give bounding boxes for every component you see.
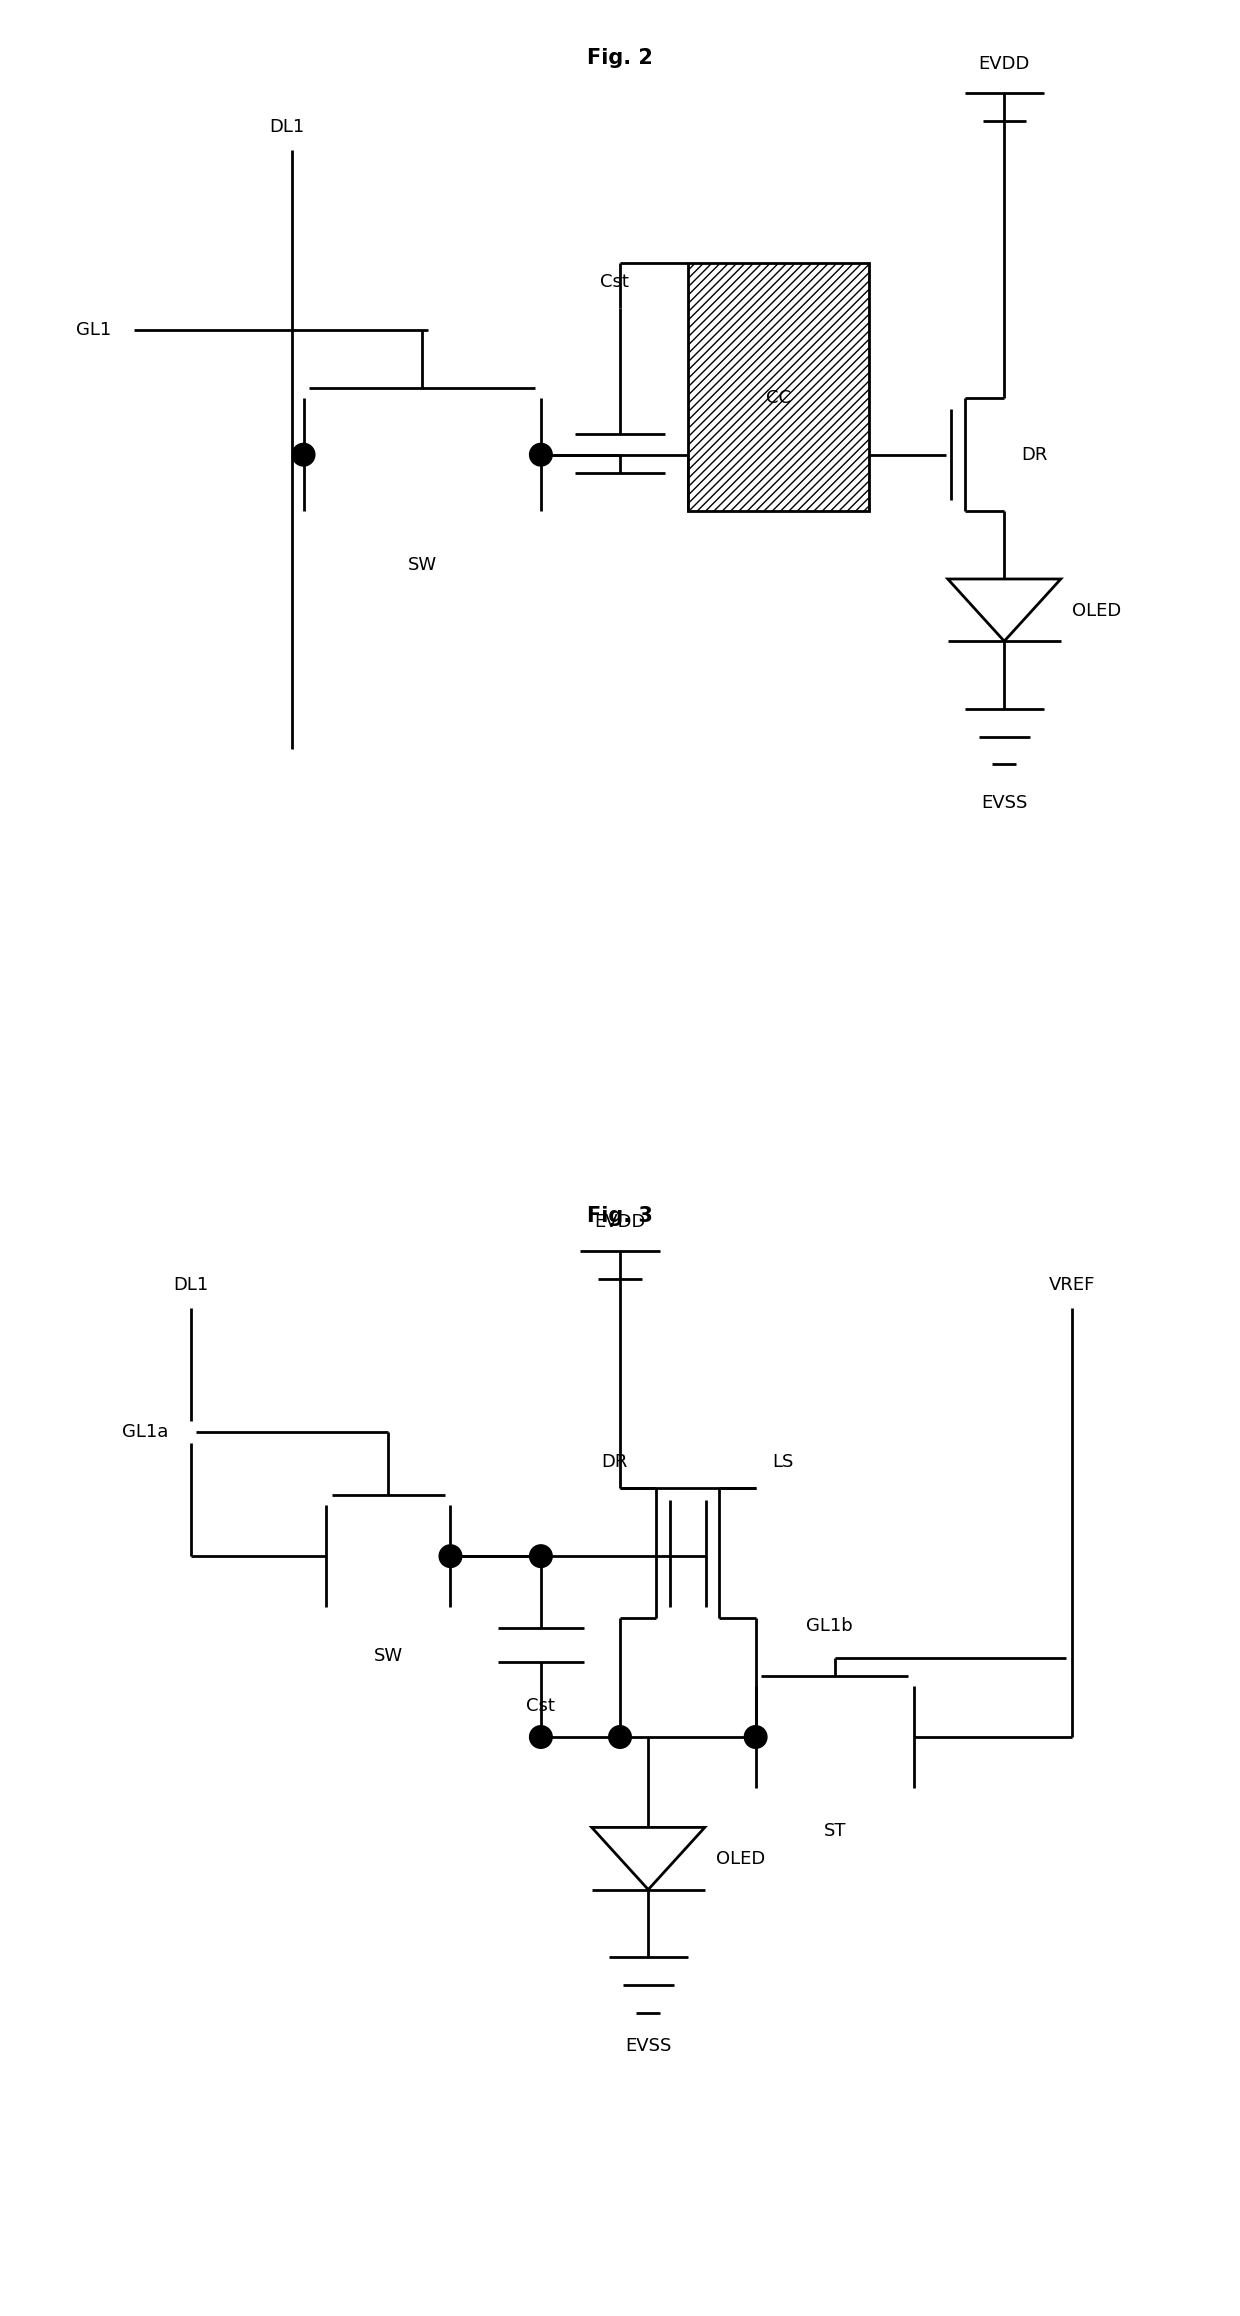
Text: ST: ST <box>823 1823 846 1839</box>
Bar <box>688 262 869 512</box>
Bar <box>688 262 869 512</box>
Circle shape <box>439 1545 461 1568</box>
Circle shape <box>529 1725 552 1749</box>
Circle shape <box>293 442 315 466</box>
Text: OLED: OLED <box>1073 602 1121 621</box>
Text: SW: SW <box>408 556 436 574</box>
Text: EVSS: EVSS <box>625 2036 671 2054</box>
Text: GL1a: GL1a <box>122 1422 167 1441</box>
Text: Cst: Cst <box>527 1698 556 1716</box>
Text: OLED: OLED <box>715 1850 765 1869</box>
Text: VREF: VREF <box>1049 1276 1095 1295</box>
Text: LS: LS <box>773 1454 794 1471</box>
Text: GL1b: GL1b <box>806 1617 852 1635</box>
Text: Cst: Cst <box>600 273 629 292</box>
Text: Fig. 3: Fig. 3 <box>587 1207 653 1225</box>
Text: CC: CC <box>766 389 791 408</box>
Text: DL1: DL1 <box>269 118 304 137</box>
Text: EVSS: EVSS <box>981 794 1028 811</box>
Circle shape <box>529 442 552 466</box>
Text: DR: DR <box>1022 445 1048 463</box>
Text: SW: SW <box>373 1647 403 1665</box>
Circle shape <box>744 1725 766 1749</box>
Circle shape <box>609 1725 631 1749</box>
Circle shape <box>529 1545 552 1568</box>
Text: DR: DR <box>601 1454 627 1471</box>
Text: Fig. 2: Fig. 2 <box>587 49 653 67</box>
Text: EVDD: EVDD <box>594 1214 646 1230</box>
Text: EVDD: EVDD <box>978 56 1030 72</box>
Text: GL1: GL1 <box>76 322 112 340</box>
Text: DL1: DL1 <box>172 1276 208 1295</box>
